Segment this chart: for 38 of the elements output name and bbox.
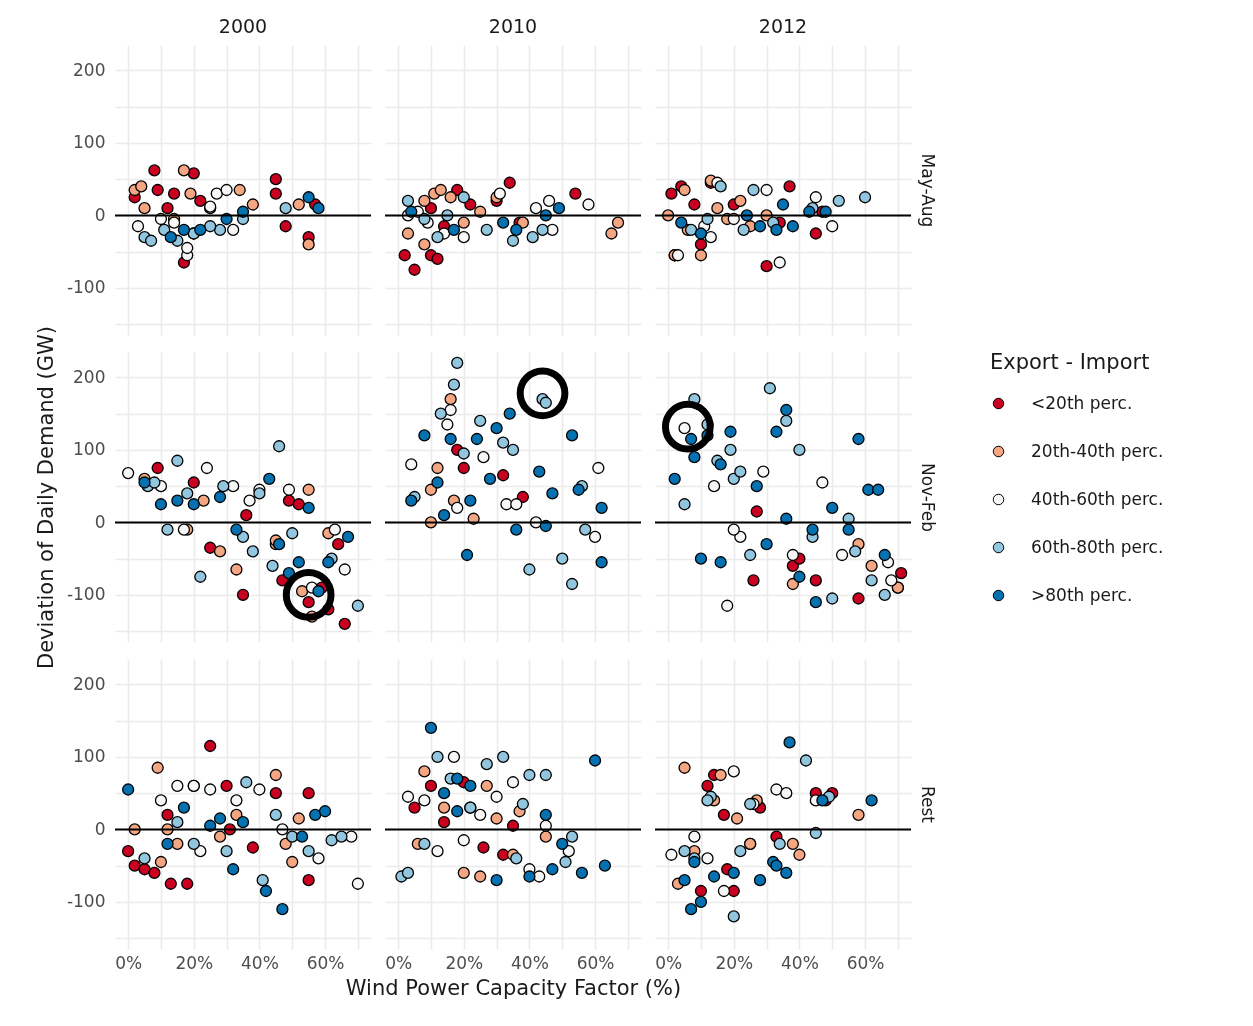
y-tick-label: 0 — [94, 511, 106, 532]
y2-axis-title: Nov-Feb — [917, 463, 938, 532]
y-tick-label: -100 — [66, 891, 106, 912]
x-tick-label: 20% — [445, 952, 484, 973]
y-axis-title: Deviation of Daily Demand (GW) — [33, 325, 58, 670]
x-tick-label: 40% — [781, 952, 819, 973]
legend-title: Export - Import — [990, 350, 1150, 374]
y-tick-label: 0 — [94, 204, 106, 225]
x-tick-label: 20% — [175, 952, 214, 973]
y-tick-label: 200 — [73, 673, 106, 694]
y2-axis-title: May-Aug — [917, 153, 938, 228]
y-tick-label: -100 — [66, 277, 106, 298]
legend-label: 40th-60th perc. — [1031, 488, 1164, 509]
chart-title: 2010 — [488, 15, 538, 37]
x-tick-label: 60% — [576, 952, 615, 973]
x-tick-label: 20% — [715, 952, 754, 973]
x-tick-label: 0% — [655, 952, 683, 973]
x-tick-label: 60% — [846, 952, 885, 973]
y2-axis-title: Rest — [917, 785, 938, 824]
chart-title: 2000 — [218, 15, 268, 37]
x-tick-label: 40% — [241, 952, 279, 973]
y-tick-label: 100 — [73, 132, 106, 153]
legend-label: 20th-40th perc. — [1031, 440, 1164, 461]
y-tick-label: 100 — [73, 746, 106, 767]
y-tick-label: 100 — [73, 439, 106, 460]
legend-label: >80th perc. — [1031, 584, 1133, 605]
legend-label: 60th-80th perc. — [1031, 536, 1164, 557]
legend-label: <20th perc. — [1031, 392, 1133, 413]
y-tick-label: 200 — [73, 59, 106, 80]
x-tick-label: 0% — [115, 952, 143, 973]
chart-title: 2012 — [758, 15, 808, 37]
y-tick-label: -100 — [66, 584, 106, 605]
x-tick-label: 40% — [511, 952, 549, 973]
x-tick-label: 0% — [385, 952, 413, 973]
x-tick-label: 60% — [306, 952, 345, 973]
y-tick-label: 200 — [73, 366, 106, 387]
x-axis-title: Wind Power Capacity Factor (%) — [345, 975, 682, 1000]
y-tick-label: 0 — [94, 818, 106, 839]
